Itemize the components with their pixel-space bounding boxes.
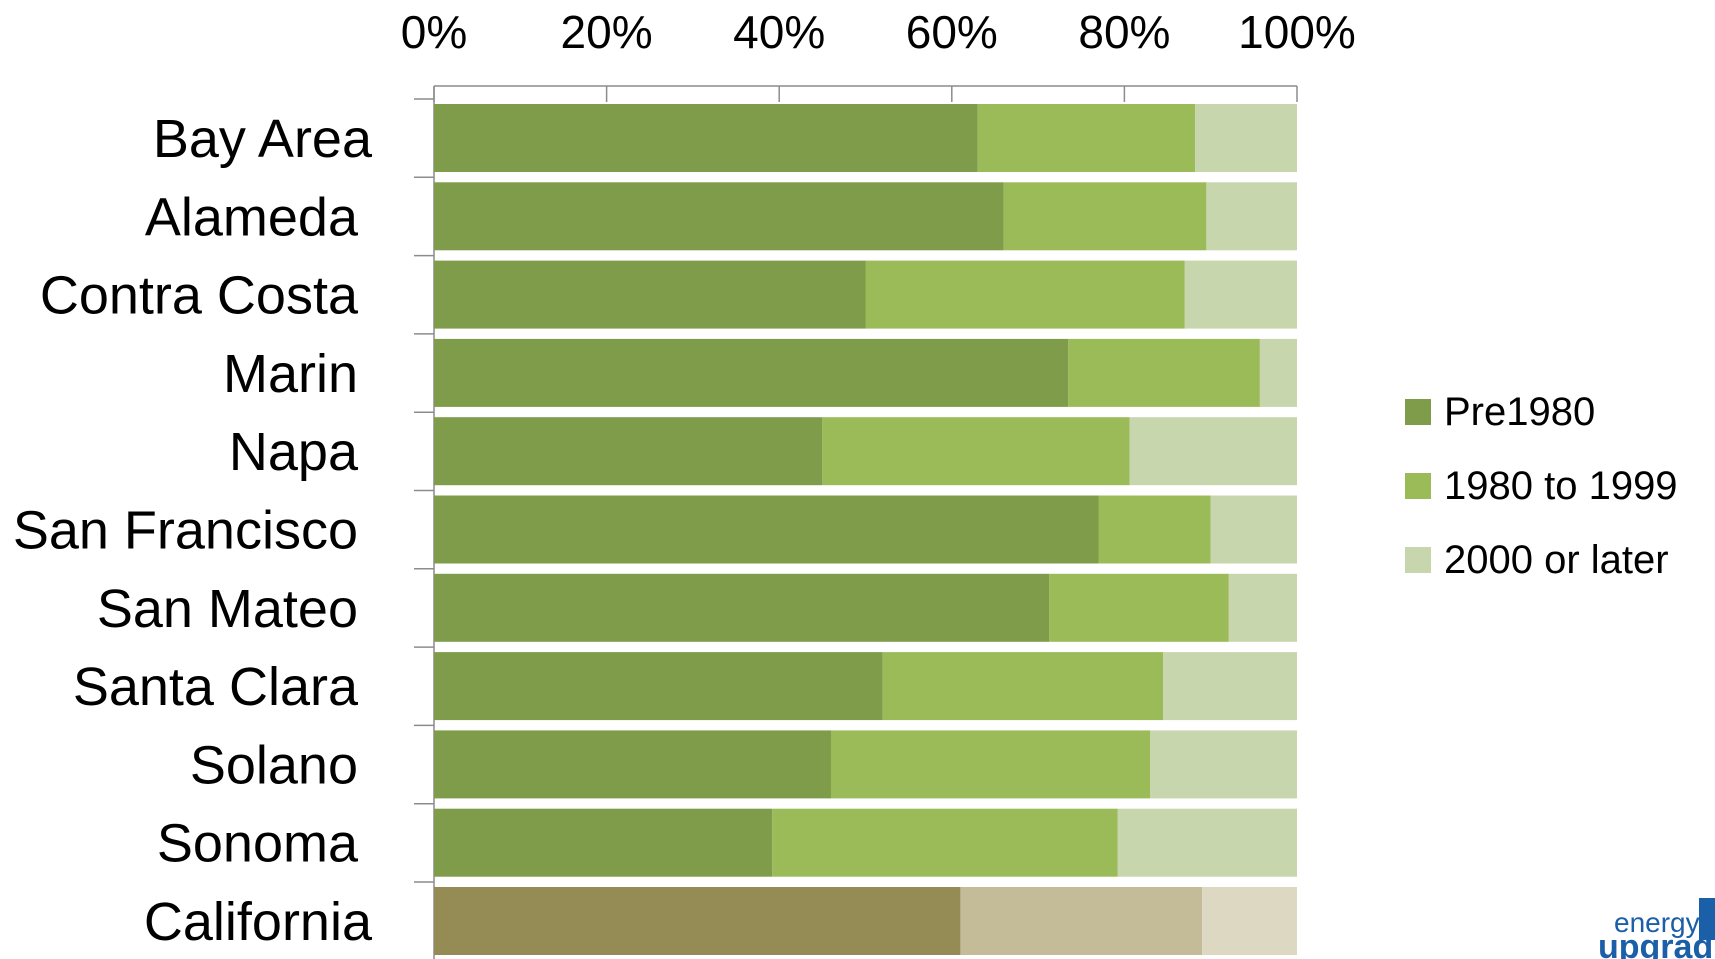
x-tick-label: 40% (733, 6, 825, 58)
category-label: Napa (229, 422, 359, 482)
category-label: Contra Costa (40, 266, 359, 326)
bar-segment (1259, 338, 1297, 407)
bar-segment (1150, 730, 1297, 799)
category-label: San Mateo (97, 579, 358, 639)
bar-segment (434, 260, 866, 329)
bar-segment (434, 495, 1099, 564)
logo-line2: upgrad (1598, 928, 1713, 959)
category-label: Santa Clara (73, 657, 359, 717)
bar-segment (822, 417, 1130, 486)
x-tick-label: 60% (906, 6, 998, 58)
legend-swatch (1405, 473, 1431, 499)
legend-swatch (1405, 399, 1431, 425)
category-label: San Francisco (13, 501, 358, 561)
bar-segment (1228, 573, 1297, 642)
category-label: Bay Area (153, 109, 373, 169)
bar-segment (1068, 338, 1260, 407)
bar-segment (434, 104, 978, 172)
legend-label: 1980 to 1999 (1444, 464, 1678, 508)
category-label: Marin (223, 344, 358, 404)
category-labels: Bay Area Alameda Contra Costa Marin Napa San … (13, 109, 373, 952)
bar-segment (1129, 417, 1297, 486)
x-tick-label: 20% (561, 6, 653, 58)
bar-segment (1202, 887, 1297, 955)
bars (434, 104, 1297, 955)
energy-upgrade-logo: energy upgrad (1598, 898, 1715, 959)
bar-segment (882, 652, 1164, 721)
bar-segment (1117, 808, 1297, 877)
logo-line1: energy (1614, 907, 1700, 938)
legend-label: 2000 or later (1444, 538, 1669, 582)
x-tick-label: 80% (1078, 6, 1170, 58)
legend-label: Pre1980 (1444, 390, 1595, 434)
bar-segment (865, 260, 1185, 329)
bar-segment (434, 808, 773, 877)
bar-segment (1049, 573, 1229, 642)
bar-segment (434, 182, 1004, 251)
bar-segment (434, 573, 1050, 642)
category-label: California (144, 892, 373, 952)
logo-house-icon (1699, 898, 1715, 940)
category-label: Sonoma (157, 814, 359, 874)
category-label: Solano (190, 735, 358, 795)
bar-segment (1210, 495, 1297, 564)
x-axis: 0% 20% 40% 60% 80% 100% (401, 6, 1356, 959)
bar-segment (1098, 495, 1211, 564)
bar-segment (434, 338, 1069, 407)
bar-segment (1003, 182, 1207, 251)
bar-segment (830, 730, 1151, 799)
bar-segment (434, 887, 961, 955)
legend: Pre1980 1980 to 1999 2000 or later (1405, 390, 1678, 582)
bar-segment (1163, 652, 1297, 721)
category-label: Alameda (145, 187, 359, 247)
bar-segment (1206, 182, 1297, 251)
bar-segment (434, 652, 883, 721)
bar-segment (977, 104, 1196, 172)
x-tick-label: 100% (1238, 6, 1356, 58)
bar-segment (434, 417, 823, 486)
bar-segment (1184, 260, 1297, 329)
legend-swatch (1405, 547, 1431, 573)
bar-segment (960, 887, 1203, 955)
bar-segment (434, 730, 831, 799)
x-tick-label: 0% (401, 6, 467, 58)
bar-segment (1195, 104, 1297, 172)
bar-segment (772, 808, 1118, 877)
